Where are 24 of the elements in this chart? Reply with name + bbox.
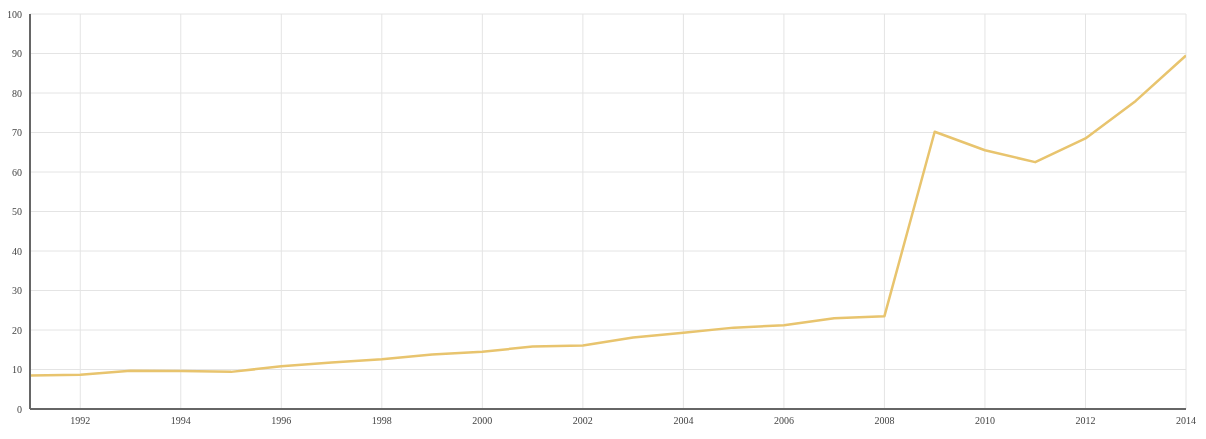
y-tick-label: 70	[12, 127, 22, 139]
x-tick-label: 2000	[472, 415, 493, 427]
x-tick-label: 1996	[271, 415, 292, 427]
x-tick-label: 1992	[70, 415, 91, 427]
y-tick-label: 80	[12, 87, 22, 99]
y-tick-label: 50	[12, 206, 22, 218]
y-tick-label: 40	[12, 245, 22, 257]
y-tick-label: 0	[17, 403, 22, 415]
y-tick-label: 90	[12, 48, 22, 60]
x-tick-label: 2006	[773, 415, 794, 427]
line-series	[30, 54, 1186, 377]
x-tick-label: 1994	[170, 415, 191, 427]
x-tick-label: 1998	[371, 415, 392, 427]
x-tick-label: 2004	[673, 415, 694, 427]
x-tick-label: 2008	[874, 415, 895, 427]
x-tick-label: 2014	[1176, 415, 1196, 427]
x-tick-label: 2002	[572, 415, 593, 427]
y-tick-label: 100	[7, 8, 22, 20]
x-tick-label: 2012	[1075, 415, 1096, 427]
y-tick-label: 60	[12, 166, 22, 178]
x-tick-label: 2010	[974, 415, 995, 427]
y-tick-label: 20	[12, 324, 22, 336]
y-tick-label: 30	[12, 285, 22, 297]
y-tick-label: 10	[12, 364, 22, 376]
